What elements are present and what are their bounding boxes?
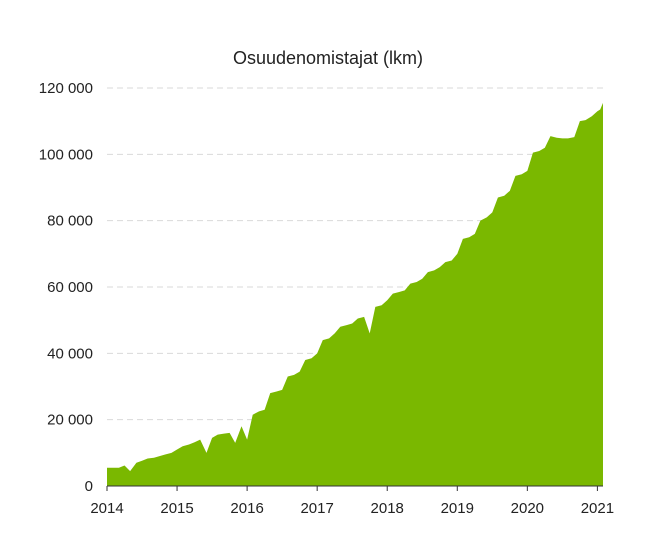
y-tick-label: 120 000 xyxy=(39,80,93,97)
y-tick-label: 20 000 xyxy=(47,412,93,429)
x-tick-label: 2015 xyxy=(160,500,193,517)
y-tick-label: 40 000 xyxy=(47,345,93,362)
y-axis-tick-labels: 0 20 000 40 000 60 000 80 000 100 000 120 000 xyxy=(39,80,93,495)
x-axis-tick-labels: 2014 2015 2016 2017 2018 2019 2020 2021 xyxy=(90,500,614,517)
x-tick-label: 2014 xyxy=(90,500,123,517)
y-tick-label: 80 000 xyxy=(47,213,93,230)
x-axis-ticks xyxy=(106,486,598,491)
x-tick-label: 2020 xyxy=(511,500,544,517)
x-tick-label: 2018 xyxy=(371,500,404,517)
x-tick-label: 2021 xyxy=(581,500,614,517)
y-tick-label: 0 xyxy=(85,478,93,495)
y-tick-label: 60 000 xyxy=(47,279,93,296)
series-layer xyxy=(107,102,603,487)
x-tick-label: 2016 xyxy=(230,500,263,517)
y-tick-label: 100 000 xyxy=(39,146,93,163)
x-tick-label: 2019 xyxy=(441,500,474,517)
area-series xyxy=(107,102,603,487)
x-tick-label: 2017 xyxy=(300,500,333,517)
chart-title: Osuudenomistajat (lkm) xyxy=(233,48,423,68)
